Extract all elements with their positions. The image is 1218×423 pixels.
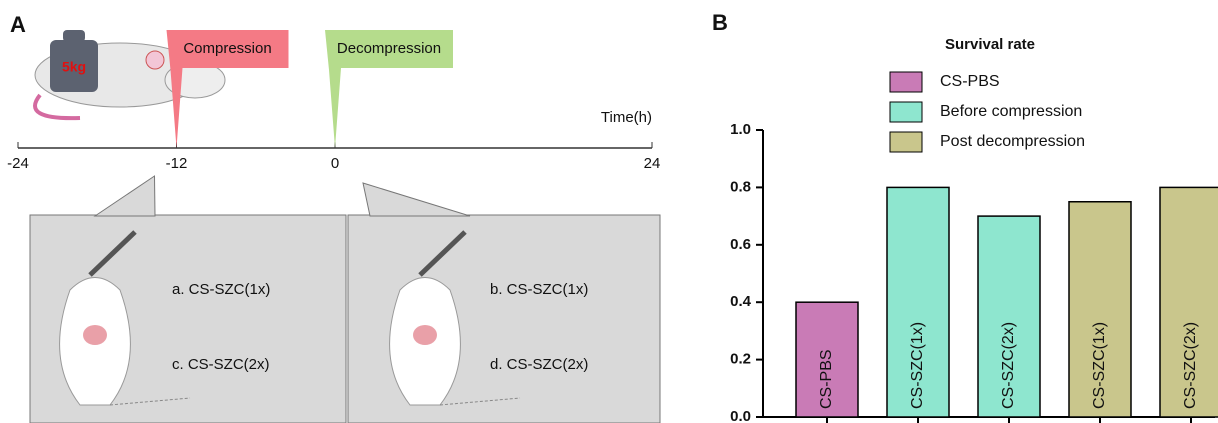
box-text: c. CS-SZC(2x) <box>172 356 270 373</box>
bar <box>977 215 1041 418</box>
callout <box>362 182 471 217</box>
bar <box>795 301 859 418</box>
y-tick-label: 0.0 <box>730 408 751 423</box>
bar <box>1068 201 1132 418</box>
bar <box>886 186 950 418</box>
y-tick-label: 0.8 <box>730 178 751 195</box>
y-tick-label: 0.6 <box>730 236 751 253</box>
bar <box>1159 186 1218 418</box>
x-tick-label: 0 <box>331 155 339 172</box>
callout <box>93 175 156 217</box>
syringe <box>418 230 467 277</box>
bar-label: CS-SZC(2x) <box>1000 322 1017 409</box>
box-text: b. CS-SZC(1x) <box>490 281 588 298</box>
legend-label: CS-PBS <box>940 73 1000 90</box>
event-label: Compression <box>183 40 271 57</box>
x-tick-label: -24 <box>7 155 29 172</box>
legend-label: Before compression <box>940 103 1082 120</box>
weight-label: 5kg <box>62 59 86 75</box>
box-text: a. CS-SZC(1x) <box>172 281 270 298</box>
panel-label: B <box>712 10 728 35</box>
chart-title: Survival rate <box>945 36 1035 53</box>
x-tick-label: -12 <box>166 155 188 172</box>
axis-label: Time(h) <box>601 109 652 126</box>
bar-label: CS-SZC(1x) <box>1091 322 1108 409</box>
y-tick-label: 1.0 <box>730 121 751 138</box>
event-label: Decompression <box>337 40 441 57</box>
bar-label: CS-SZC(1x) <box>909 322 926 409</box>
legend-swatch <box>889 71 923 93</box>
x-tick-label: 24 <box>644 155 661 172</box>
heart <box>83 325 107 345</box>
y-tick-label: 0.2 <box>730 351 751 368</box>
legend-swatch <box>889 101 923 123</box>
syringe <box>88 230 137 277</box>
heart <box>413 325 437 345</box>
tail <box>439 397 521 406</box>
box-text: d. CS-SZC(2x) <box>490 356 588 373</box>
bar-label: CS-SZC(2x) <box>1182 322 1199 409</box>
legend-label: Post decompression <box>940 133 1085 150</box>
mouse-icon: 5kg <box>33 30 226 121</box>
legend-swatch <box>889 131 923 153</box>
event-flag <box>166 30 289 148</box>
tail <box>109 397 191 406</box>
bar-label: CS-PBS <box>818 349 835 409</box>
mouse-figures <box>59 230 521 406</box>
event-flag <box>325 30 453 148</box>
panel-label: A <box>10 12 26 37</box>
y-tick-label: 0.4 <box>730 293 752 310</box>
